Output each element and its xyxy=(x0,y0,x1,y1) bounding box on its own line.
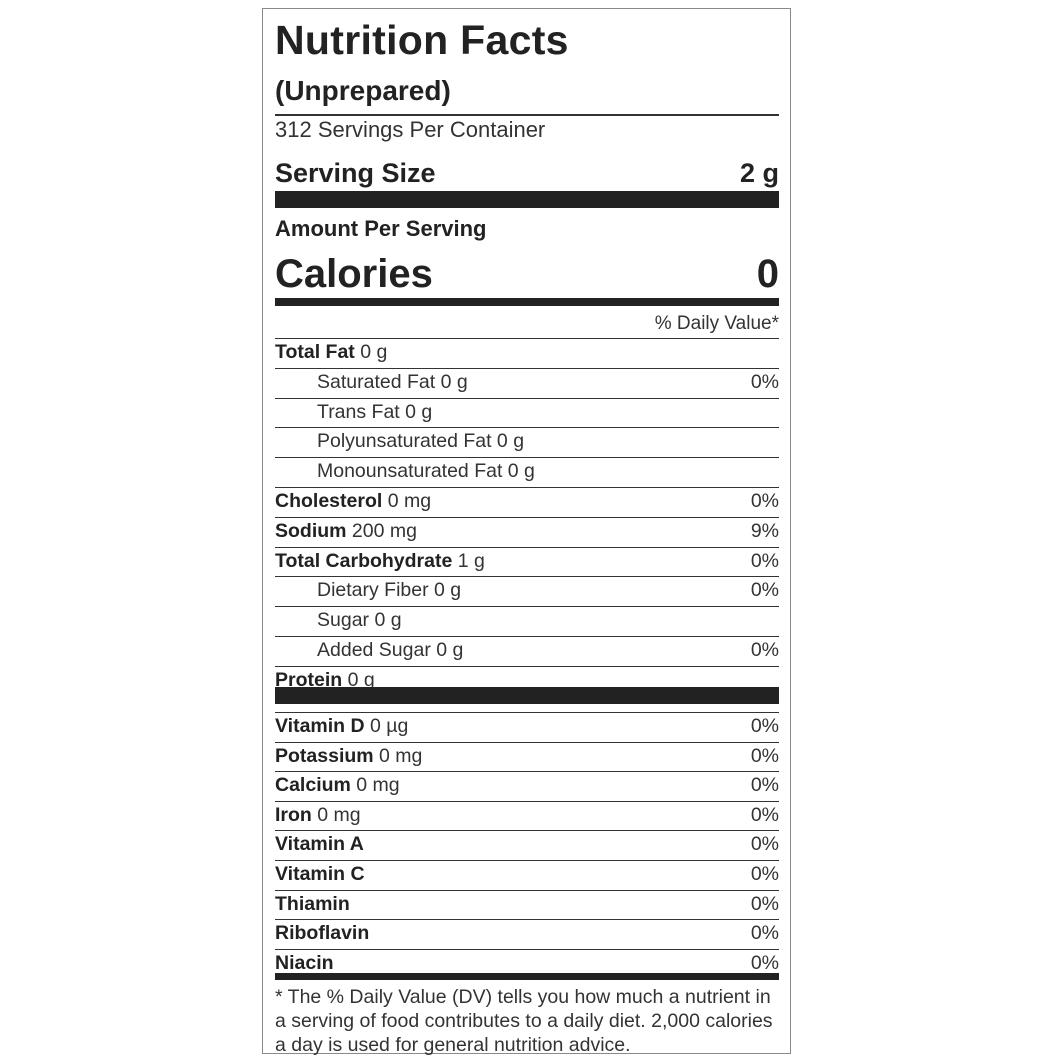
nutrient-row: Sodium 200 mg 9% xyxy=(275,516,779,547)
calories-row: Calories 0 xyxy=(275,252,779,297)
nutrient-name-bold: Riboflavin xyxy=(275,922,370,945)
nutrient-name: Protein 0 g xyxy=(275,669,375,692)
daily-value-percent: 0% xyxy=(750,833,779,856)
nutrient-row: Calcium 0 mg 0% xyxy=(275,771,779,801)
nutrient-amount: 1 g xyxy=(452,549,485,572)
nutrient-row: Protein 0 g xyxy=(275,665,779,696)
nutrient-name: Cholesterol 0 mg xyxy=(275,490,431,513)
nutrient-row: Vitamin C 0% xyxy=(275,860,779,890)
medium-divider xyxy=(275,973,779,980)
nutrient-name: Vitamin A xyxy=(275,833,364,856)
daily-value-percent: 0% xyxy=(750,922,779,945)
nutrient-amount: 0 µg xyxy=(364,715,409,737)
nutrient-name-bold: Calcium xyxy=(275,774,351,797)
nutrient-row: Sugar 0 g xyxy=(275,606,779,636)
daily-value-percent: 0% xyxy=(750,951,779,974)
daily-value-percent: 0% xyxy=(750,863,779,885)
nutrient-name: Niacin xyxy=(275,952,334,975)
daily-value-header: % Daily Value* xyxy=(654,313,779,334)
nutrient-amount: 0 mg xyxy=(350,774,400,797)
nutrient-row: Vitamin A 0% xyxy=(275,830,779,860)
nutrient-row: Polyunsaturated Fat 0 g xyxy=(275,427,779,457)
nutrient-row: Potassium 0 mg 0% xyxy=(275,741,779,772)
daily-value-percent: 0% xyxy=(750,744,779,767)
calories-value: 0 xyxy=(756,252,779,296)
nutrient-name-bold: Cholesterol xyxy=(275,490,383,512)
nutrient-name-bold: Protein xyxy=(275,668,343,691)
nutrient-row: Riboflavin 0% xyxy=(275,919,779,949)
nutrient-name-bold: Potassium xyxy=(275,744,374,767)
nutrient-amount: 0 g xyxy=(354,341,388,363)
nutrient-amount: 0 mg xyxy=(382,490,432,512)
nutrient-name-bold: Vitamin D xyxy=(275,715,365,737)
nutrient-name-bold: Iron xyxy=(275,803,312,826)
nutrient-name: Vitamin C xyxy=(275,863,365,886)
nutrient-name: Vitamin D 0 µg xyxy=(275,715,408,738)
nutrient-row: Saturated Fat 0 g 0% xyxy=(275,367,779,398)
nutrient-name-bold: Niacin xyxy=(275,951,334,974)
amount-per-serving: Amount Per Serving xyxy=(275,216,487,241)
nutrient-name-bold: Total Carbohydrate xyxy=(275,549,453,572)
nutrient-row: Niacin 0% xyxy=(275,948,779,979)
nutrient-amount: 200 mg xyxy=(346,519,417,542)
nutrient-amount: 0 mg xyxy=(373,744,423,767)
serving-size-value: 2 g xyxy=(739,158,779,188)
nutrient-name: Saturated Fat 0 g xyxy=(317,370,468,393)
label-title: Nutrition Facts xyxy=(275,17,569,63)
medium-divider xyxy=(275,298,779,306)
nutrient-row: Total Fat 0 g xyxy=(275,338,779,368)
nutrient-name-bold: Vitamin A xyxy=(275,833,364,856)
nutrient-row: Cholesterol 0 mg 0% xyxy=(275,487,779,517)
daily-value-percent: 0% xyxy=(750,549,779,572)
nutrient-name: Added Sugar 0 g xyxy=(317,639,464,661)
nutrient-row: Monounsaturated Fat 0 g xyxy=(275,457,779,487)
nutrient-row: Dietary Fiber 0 g 0% xyxy=(275,576,779,606)
nutrient-name-bold: Total Fat xyxy=(275,341,355,363)
nutrient-row: Thiamin 0% xyxy=(275,889,779,920)
nutrition-facts-label: Nutrition Facts (Unprepared) 312 Serving… xyxy=(262,8,791,1056)
nutrient-name: Sodium 200 mg xyxy=(275,520,417,543)
daily-value-percent: 0% xyxy=(750,774,779,797)
nutrient-amount: 0 g xyxy=(342,668,375,691)
nutrient-name-bold: Sodium xyxy=(275,519,347,542)
nutrient-row: Vitamin D 0 µg 0% xyxy=(275,712,779,742)
nutrient-name: Thiamin xyxy=(275,893,350,916)
nutrient-name: Total Fat 0 g xyxy=(275,341,387,364)
nutrient-name: Iron 0 mg xyxy=(275,804,361,827)
serving-size-label: Serving Size xyxy=(275,158,436,188)
servings-per-container: 312 Servings Per Container xyxy=(275,117,546,142)
daily-value-percent: 0% xyxy=(750,715,779,737)
nutrient-name: Monounsaturated Fat 0 g xyxy=(317,460,535,483)
nutrient-name-bold: Thiamin xyxy=(275,892,350,915)
daily-value-percent: 9% xyxy=(750,519,779,542)
nutrient-name: Sugar 0 g xyxy=(317,609,402,632)
nutrient-name: Riboflavin xyxy=(275,922,369,945)
serving-size-row: Serving Size 2 g xyxy=(275,158,779,189)
thick-divider xyxy=(275,191,779,208)
nutrient-name: Calcium 0 mg xyxy=(275,774,400,797)
calories-label: Calories xyxy=(275,252,433,296)
divider xyxy=(275,114,779,116)
daily-value-percent: 0% xyxy=(750,579,779,602)
daily-value-percent: 0% xyxy=(750,803,779,826)
nutrient-row: Total Carbohydrate 1 g 0% xyxy=(275,546,779,577)
thick-divider xyxy=(275,687,779,704)
nutrient-row: Trans Fat 0 g xyxy=(275,397,779,428)
nutrient-amount: 0 mg xyxy=(311,803,361,826)
nutrient-name: Polyunsaturated Fat 0 g xyxy=(317,430,525,453)
footnote: * The % Daily Value (DV) tells you how m… xyxy=(275,986,773,1056)
daily-value-percent: 0% xyxy=(750,490,779,512)
daily-value-percent: 0% xyxy=(750,892,779,915)
nutrient-row: Iron 0 mg 0% xyxy=(275,800,779,831)
label-subtitle: (Unprepared) xyxy=(275,75,451,106)
nutrient-name: Trans Fat 0 g xyxy=(317,400,433,423)
nutrient-name: Potassium 0 mg xyxy=(275,745,422,768)
daily-value-percent: 0% xyxy=(750,370,779,393)
daily-value-percent: 0% xyxy=(750,639,779,661)
nutrient-name: Dietary Fiber 0 g xyxy=(317,579,462,602)
nutrient-name-bold: Vitamin C xyxy=(275,863,365,885)
nutrient-row: Added Sugar 0 g 0% xyxy=(275,636,779,666)
nutrient-name: Total Carbohydrate 1 g xyxy=(275,550,485,573)
